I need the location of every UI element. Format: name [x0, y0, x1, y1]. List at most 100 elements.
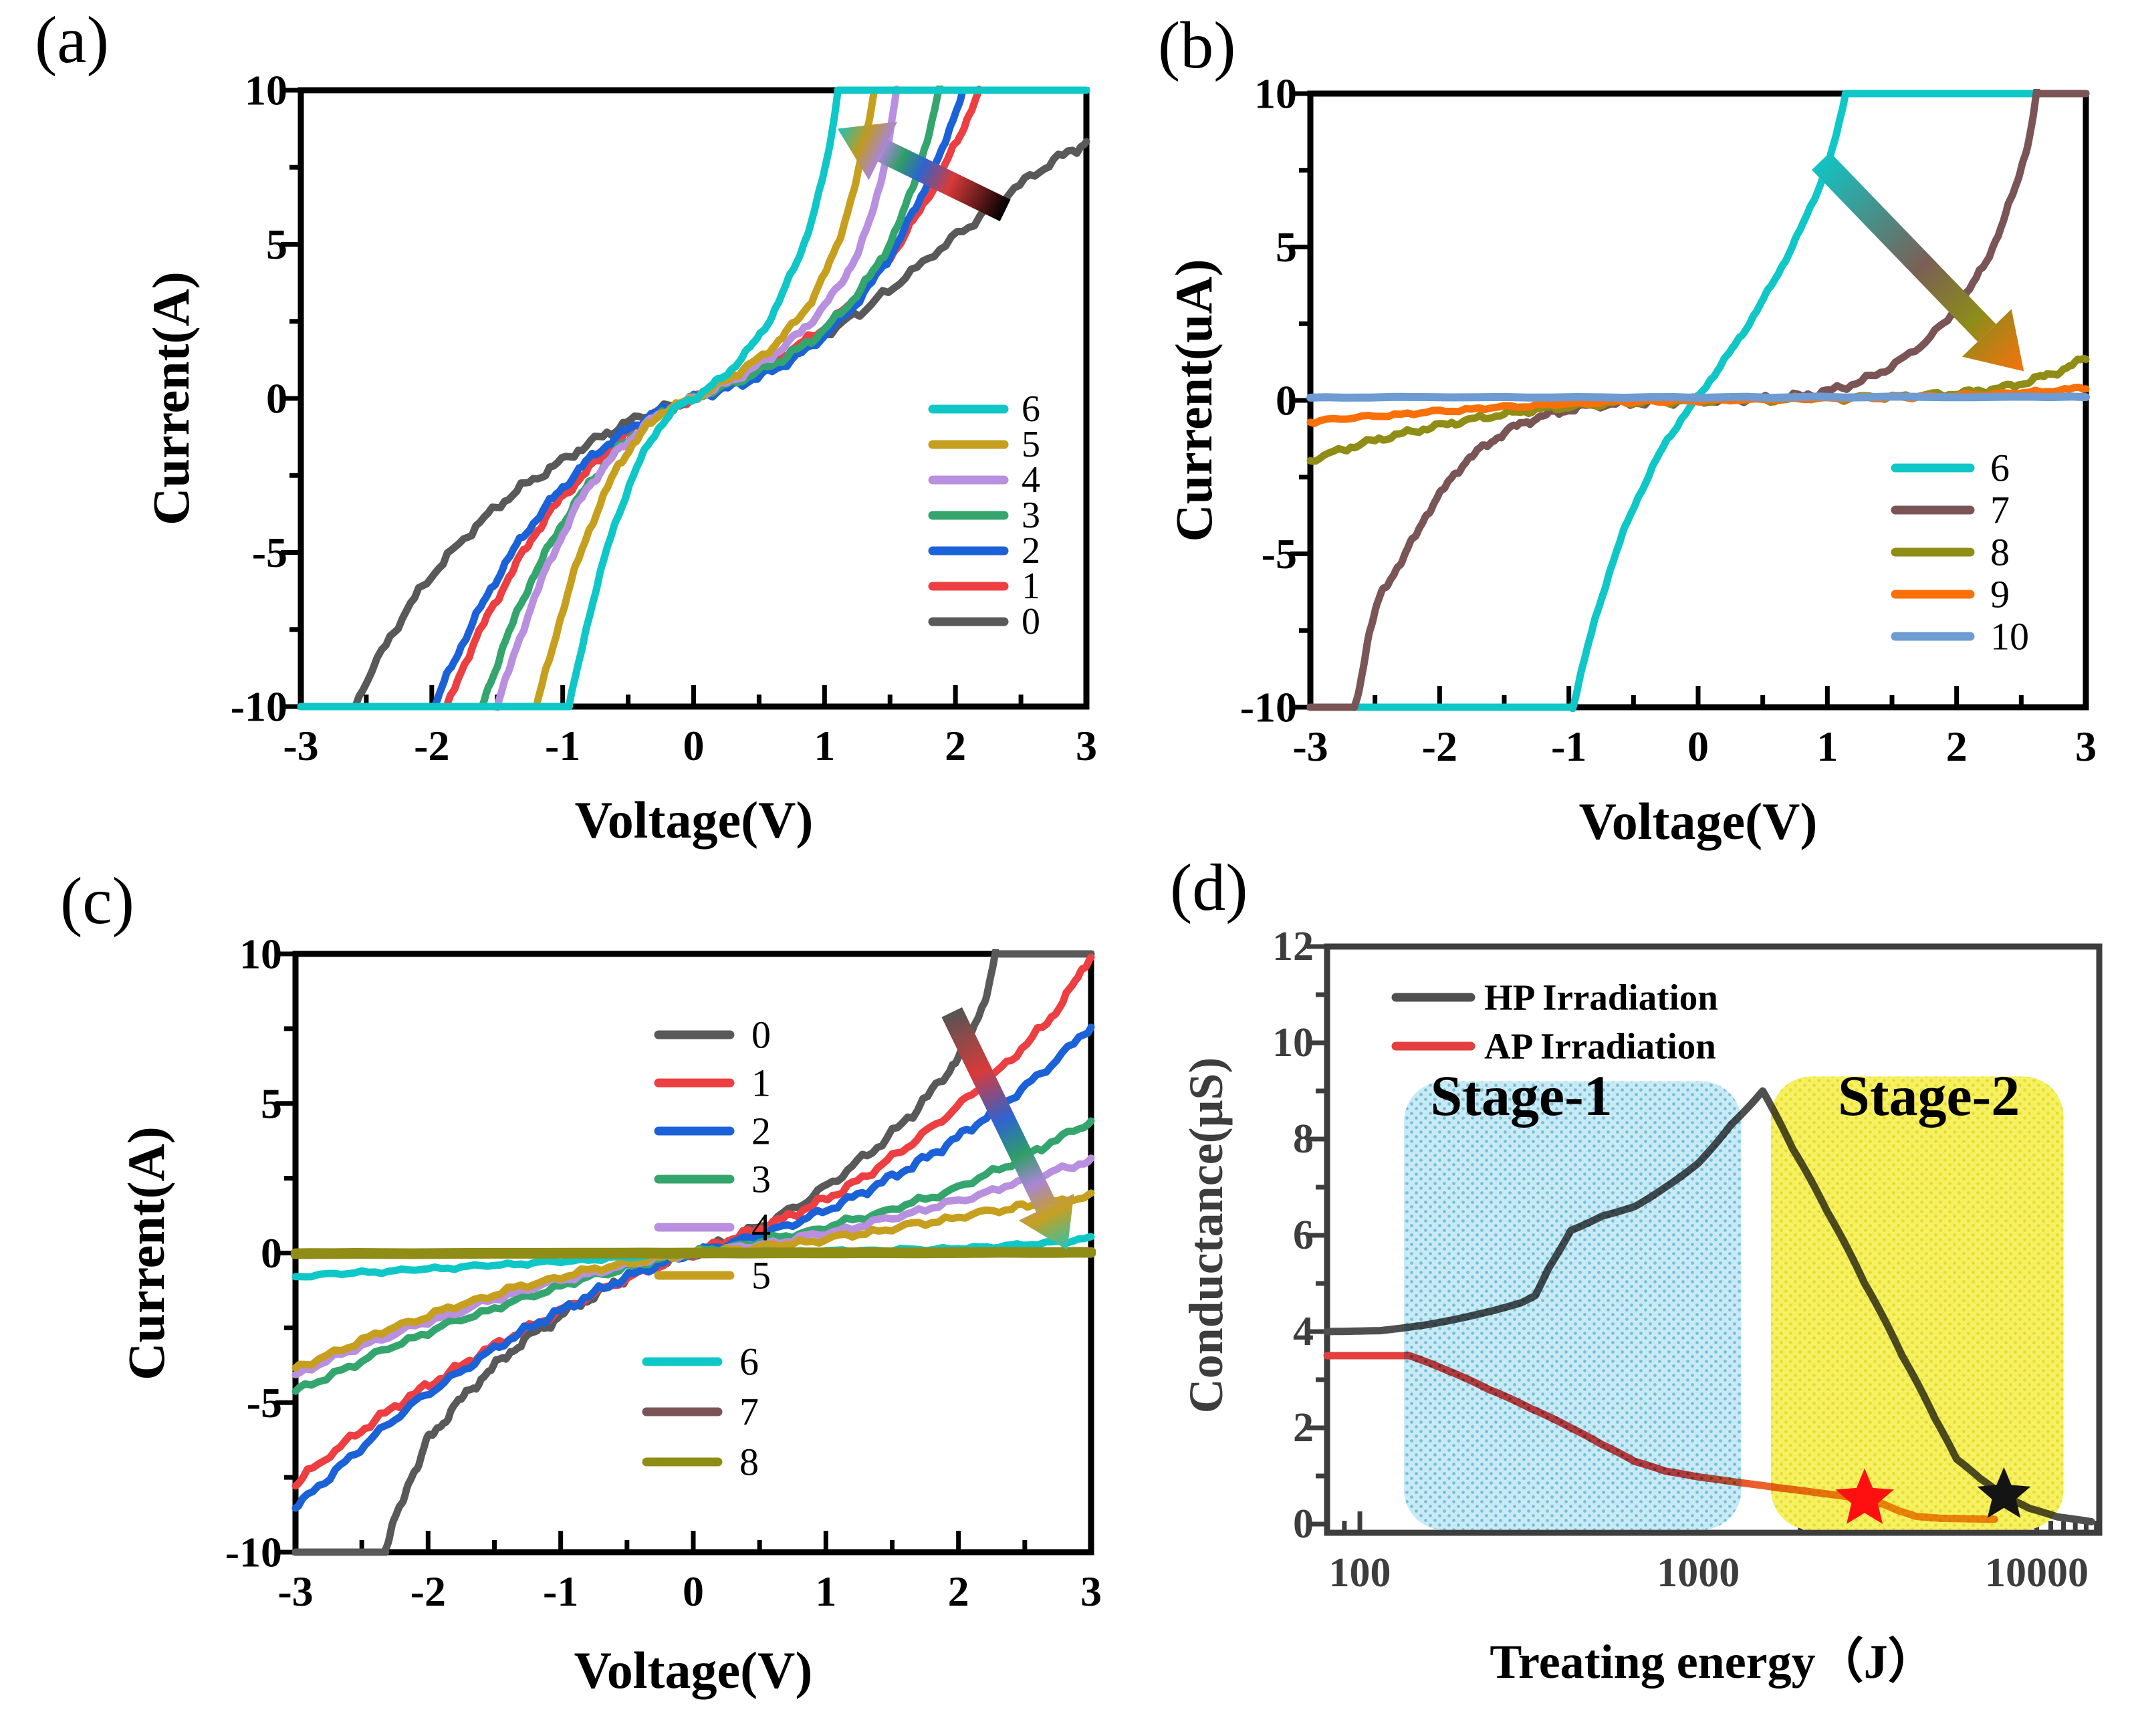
- x-tick-label: 0: [1687, 723, 1709, 770]
- y-tick-label: 4: [1293, 1309, 1314, 1354]
- iv-chart-b: -3 -2 -1 0 1 2 3-10-50510Voltage(V)Current(uA)…: [1165, 70, 2097, 851]
- legend-label: 8: [1990, 531, 2010, 574]
- trend-arrow-shaft: [1811, 152, 1996, 342]
- legend: HP Irradiation AP Irradiation: [1391, 977, 1718, 1067]
- y-tick-label: 10: [239, 931, 282, 978]
- y-axis-label: Current(uA): [1165, 259, 1223, 541]
- x-tick-label: -3: [277, 1568, 313, 1615]
- x-tick-label: 1: [814, 722, 835, 769]
- y-axis-label: Conductance(μS): [1179, 1058, 1233, 1414]
- x-tick-label: 1: [815, 1568, 836, 1615]
- legend-label: 10: [1990, 615, 2029, 658]
- y-tick-label: 5: [266, 221, 287, 268]
- x-tick-label: 3: [2075, 723, 2097, 770]
- trend-arrow-shaft: [877, 140, 1011, 221]
- x-tick-label: 0: [683, 1568, 704, 1615]
- legend-label: 4: [1022, 459, 1040, 501]
- x-tick-label: -2: [410, 1568, 446, 1615]
- series-a-3: [477, 86, 944, 711]
- panel-a-label: (a): [35, 3, 109, 77]
- x-tick-label: 10000: [1985, 1550, 2089, 1596]
- trend-arrow-shaft: [941, 1007, 1057, 1213]
- legend-label: 2: [1022, 530, 1040, 572]
- legend-label: 6: [739, 1340, 759, 1384]
- y-tick-label: -10: [1240, 684, 1297, 731]
- plot-area: [297, 86, 1090, 711]
- legend-label: HP Irradiation: [1484, 977, 1718, 1018]
- legend-label: 7: [1990, 489, 2010, 532]
- legend-label: AP Irradiation: [1484, 1026, 1716, 1067]
- region-label: Stage-1: [1430, 1064, 1612, 1128]
- legend-label: 6: [1990, 447, 2010, 490]
- y-tick-label: -5: [252, 529, 287, 576]
- y-tick-label: -10: [231, 683, 287, 731]
- legend-label: 8: [739, 1441, 759, 1484]
- legend-label: 5: [751, 1254, 771, 1297]
- x-tick-label: 2: [1946, 723, 1968, 770]
- x-tick-label: -2: [1422, 723, 1457, 770]
- y-tick-label: 6: [1293, 1213, 1314, 1258]
- series-c-8: [291, 1247, 1096, 1259]
- legend-label: 3: [751, 1158, 771, 1201]
- x-tick-label: 3: [1076, 722, 1097, 769]
- x-tick-label: -1: [543, 1568, 578, 1615]
- y-tick-label: 10: [245, 67, 287, 114]
- y-tick-label: 5: [261, 1080, 282, 1127]
- panel-c-label: (c): [60, 864, 134, 938]
- y-axis-label: Current(A): [142, 271, 200, 525]
- x-tick-label: 100: [1329, 1550, 1391, 1596]
- series-c-4: [291, 1154, 1095, 1378]
- y-tick-label: -10: [225, 1529, 282, 1576]
- x-tick-label: 2: [945, 722, 966, 769]
- y-tick-label: -5: [1262, 530, 1297, 578]
- y-tick-label: 12: [1272, 924, 1314, 969]
- panel-d-label: (d): [1170, 850, 1248, 924]
- star-marker: [1977, 1467, 2031, 1518]
- plot-border: [1324, 943, 2103, 1536]
- y-tick-label: 0: [261, 1229, 282, 1277]
- legend-label: 6: [1022, 388, 1040, 430]
- y-axis-label: Current(A): [117, 1126, 175, 1380]
- legend-label: 0: [751, 1013, 771, 1057]
- x-axis-label: Treating energy（J）: [1490, 1635, 1935, 1689]
- legend: 6 7 8: [642, 1340, 759, 1484]
- legend-label: 5: [1022, 424, 1040, 465]
- x-tick-label: -2: [414, 722, 449, 769]
- trend-arrow-head: [1962, 309, 2024, 372]
- y-tick-label: 10: [1254, 70, 1297, 118]
- y-tick-label: -5: [247, 1379, 282, 1427]
- iv-chart-c: -3 -2 -1 0 1 2 3-10-50510Voltage(V)Current(A)0…: [117, 931, 1102, 1700]
- x-tick-label: -3: [283, 722, 318, 769]
- series-a-6: [566, 89, 842, 709]
- region-label: Stage-2: [1838, 1064, 2020, 1128]
- trend-arrow-head: [1018, 1193, 1074, 1251]
- legend-label: 9: [1990, 573, 2010, 616]
- x-axis-label: Voltage(V): [575, 791, 814, 849]
- axis-ticks: [1290, 91, 2089, 710]
- legend-label: 3: [1022, 495, 1040, 536]
- star-marker: [1835, 1468, 1894, 1524]
- series-b-10: [1306, 392, 2090, 402]
- x-axis-label: Voltage(V): [1579, 792, 1818, 850]
- x-tick-label: 1000: [1657, 1550, 1740, 1596]
- x-tick-label: 2: [948, 1568, 969, 1615]
- legend-label: 1: [751, 1062, 771, 1105]
- x-tick-label: -3: [1292, 723, 1328, 770]
- x-tick-label: -1: [1551, 723, 1586, 770]
- conductance-chart-d: 100 1000 10000 0 2 4 6 8 10 12 Treating energy（J） C…: [1179, 924, 2103, 1689]
- legend-label: 4: [751, 1206, 771, 1249]
- y-tick-label: 0: [1276, 377, 1297, 424]
- legend-label: 1: [1022, 566, 1040, 607]
- region-stage-2: [1771, 1076, 2064, 1530]
- x-tick-label: -1: [545, 722, 580, 769]
- y-tick-label: 0: [1293, 1501, 1314, 1547]
- y-tick-label: 8: [1293, 1116, 1314, 1162]
- plot-area: [1306, 89, 2090, 712]
- trend-arrow-head: [837, 122, 898, 180]
- y-tick-label: 10: [1272, 1020, 1314, 1066]
- y-tick-label: 0: [266, 375, 287, 422]
- y-tick-label: 5: [1276, 223, 1297, 271]
- plot-area: [291, 949, 1096, 1556]
